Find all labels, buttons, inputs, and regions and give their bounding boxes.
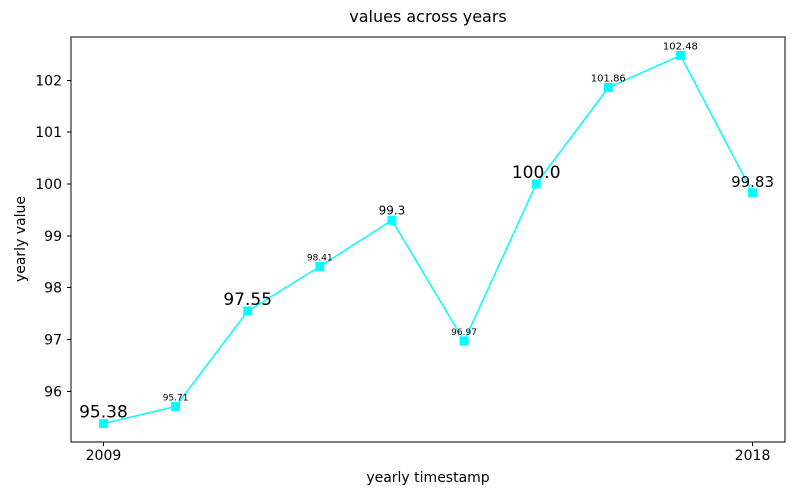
chart-title: values across years (349, 7, 507, 26)
data-point-marker (171, 401, 181, 411)
data-point-marker (387, 215, 397, 225)
data-point-marker (531, 179, 541, 189)
data-point-marker (603, 83, 613, 93)
plot-border (70, 36, 786, 443)
data-point-label: 99.3 (379, 203, 406, 217)
data-point-label: 96.97 (451, 328, 477, 338)
data-point-label: 99.83 (731, 173, 774, 191)
x-tick-label: 2018 (735, 448, 771, 464)
data-line (102, 54, 754, 425)
data-point-label: 98.41 (307, 253, 333, 263)
y-tick-label: 98 (44, 281, 62, 297)
y-tick-label: 96 (44, 384, 62, 400)
y-tick-label: 99 (44, 229, 62, 245)
data-point-label: 100.0 (512, 163, 561, 183)
data-point-marker (748, 188, 758, 198)
y-tick-label: 102 (35, 73, 62, 89)
y-axis-label: yearly value (13, 195, 29, 283)
data-point-marker (315, 261, 325, 271)
data-point-label: 102.48 (663, 41, 698, 52)
x-tick-label: 2009 (86, 448, 122, 464)
data-point-marker (675, 50, 685, 60)
data-point-label: 101.86 (591, 74, 626, 85)
data-point-marker (243, 306, 253, 316)
data-point-marker (98, 419, 108, 429)
data-point-label: 95.38 (79, 403, 128, 423)
y-tick-label: 97 (44, 333, 62, 349)
y-tick-label: 100 (35, 177, 62, 193)
data-point-label: 95.71 (163, 393, 189, 403)
data-point-marker (459, 336, 469, 346)
y-tick-label: 101 (35, 125, 62, 141)
x-axis-label: yearly timestamp (366, 470, 490, 486)
data-point-label: 97.55 (223, 290, 272, 310)
